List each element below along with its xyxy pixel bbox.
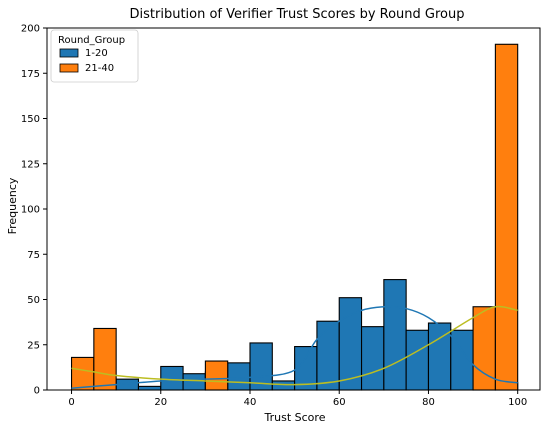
- legend-swatch-21-40: [59, 63, 79, 73]
- x-tick-label-40: 40: [244, 397, 257, 408]
- legend-swatch-1-20: [59, 48, 79, 58]
- series-1-20-bars: [115, 279, 519, 391]
- bar-1-20-70-75: [383, 279, 407, 391]
- chart-title: Distribution of Verifier Trust Scores by…: [130, 7, 465, 22]
- legend: Round_Group 1-20 21-40: [50, 29, 139, 83]
- series-21-40-bars: [70, 43, 519, 391]
- y-tick-label-150: 150: [21, 114, 40, 125]
- legend-label-1-20: 1-20: [85, 48, 108, 59]
- y-tick-label-50: 50: [27, 295, 40, 306]
- bar-1-20-15-20: [137, 385, 162, 391]
- x-tick-label-20: 20: [154, 397, 167, 408]
- bar-1-20-75-80: [405, 329, 430, 391]
- bar-21-40-0-5: [70, 356, 95, 391]
- y-tick-label-175: 175: [21, 69, 40, 80]
- bar-1-20-20-25: [160, 365, 184, 391]
- y-tick-label-75: 75: [27, 250, 40, 261]
- x-tick-label-100: 100: [508, 397, 527, 408]
- bar-1-20-55-60: [316, 320, 340, 391]
- x-axis: 0 20 40 60 80 100: [68, 390, 527, 408]
- bar-1-20-45-50: [271, 380, 296, 391]
- y-tick-label-200: 200: [21, 24, 40, 35]
- bar-1-20-65-70: [360, 326, 385, 391]
- x-tick-label-0: 0: [68, 397, 74, 408]
- legend-title: Round_Group: [58, 35, 125, 46]
- y-tick-label-100: 100: [21, 205, 40, 216]
- bar-21-40-30-35: [204, 360, 229, 391]
- y-tick-label-125: 125: [21, 159, 40, 170]
- plot-area: [46, 27, 541, 391]
- y-tick-label-25: 25: [27, 340, 40, 351]
- y-axis-label: Frequency: [6, 177, 19, 234]
- bar-21-40-95-100: [494, 43, 519, 391]
- kde-curve-21-40: [71, 305, 518, 386]
- x-axis-label: Trust Score: [264, 411, 326, 424]
- y-tick-label-0: 0: [34, 386, 40, 397]
- y-axis: 0 25 50 75 100 125 150 175 200: [21, 24, 47, 397]
- bar-1-20-25-30: [182, 373, 206, 391]
- x-tick-label-60: 60: [333, 397, 346, 408]
- x-tick-label-80: 80: [422, 397, 435, 408]
- legend-label-21-40: 21-40: [85, 63, 114, 74]
- bar-1-20-35-40: [227, 362, 251, 391]
- bar-21-40-5-10: [93, 327, 117, 391]
